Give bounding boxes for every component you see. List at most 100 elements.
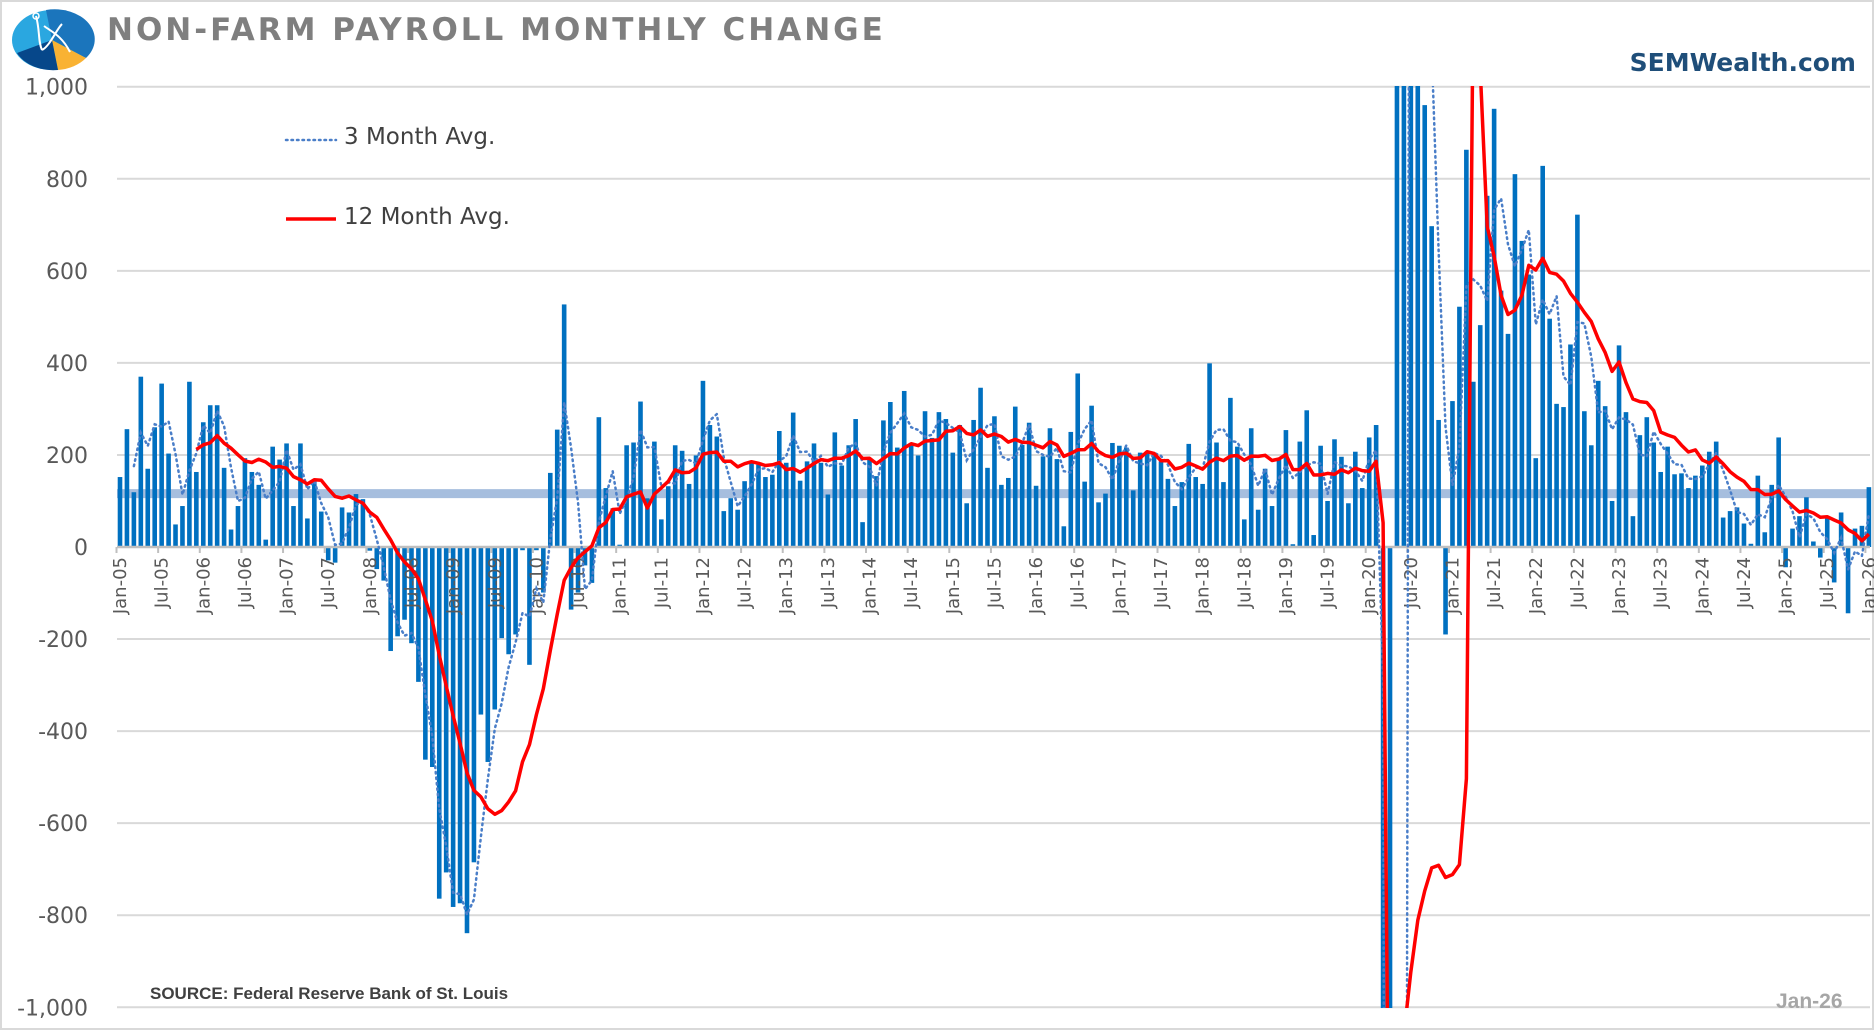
y-tick-label: 200 [46, 444, 88, 469]
bar [603, 488, 609, 547]
bar [1464, 149, 1469, 547]
bar [332, 547, 338, 563]
bar [1061, 526, 1067, 547]
bar [1200, 483, 1205, 547]
x-tick-label: Jan-11 [610, 557, 631, 615]
bar [1491, 108, 1497, 547]
bar [547, 472, 553, 547]
bar [971, 419, 976, 547]
x-tick-label: Jan-07 [277, 557, 298, 615]
bars [117, 86, 1872, 1008]
bar [846, 445, 851, 547]
bar [1526, 274, 1532, 547]
x-tick-label: Jul-19 [1318, 557, 1339, 609]
bar [1609, 500, 1615, 547]
bar [700, 380, 706, 547]
bar [957, 425, 963, 547]
bar [1616, 345, 1622, 547]
bar [1804, 497, 1809, 547]
bar [839, 465, 845, 547]
bar [1144, 452, 1150, 547]
bar [901, 390, 907, 547]
bar [1075, 373, 1081, 547]
bar [1450, 401, 1455, 547]
y-tick-label: 600 [46, 260, 88, 285]
bar [645, 498, 650, 547]
bar [471, 547, 477, 863]
y-tick-label: -600 [38, 812, 88, 837]
y-tick-label: -1,000 [17, 996, 88, 1021]
bar [464, 547, 470, 934]
x-tick-label: Jan-18 [1193, 557, 1214, 615]
x-tick-label: Jul-22 [1567, 557, 1588, 609]
bar [770, 474, 775, 547]
y-tick-label: 800 [46, 168, 88, 193]
bar [1096, 502, 1101, 547]
bar [1498, 290, 1504, 547]
bar [124, 429, 130, 547]
x-tick-label: Jan-14 [860, 557, 881, 615]
x-tick-label: Jan-20 [1359, 557, 1380, 615]
bar [811, 443, 817, 547]
bar [388, 547, 393, 652]
chart-title: NON-FARM PAYROLL MONTHLY CHANGE [107, 12, 886, 48]
bar [1561, 407, 1566, 547]
bar [707, 425, 713, 547]
bar [1325, 500, 1330, 547]
bar [520, 547, 525, 551]
bar [693, 455, 699, 547]
y-tick-label: 1,000 [25, 76, 88, 101]
bar [1006, 477, 1011, 547]
bar [1117, 445, 1122, 547]
y-axis-labels: -1,000 -800 -600 -400 -200 0 200 400 600 800 1,000 [17, 76, 88, 1022]
bar [541, 547, 546, 593]
bar [318, 511, 324, 547]
bar [1290, 544, 1296, 547]
bar [527, 547, 532, 665]
bar [790, 412, 796, 547]
bar [312, 479, 317, 547]
bar [1693, 475, 1698, 547]
bar [1353, 451, 1358, 547]
x-tick-label: Jul-05 [152, 557, 173, 609]
bar [1602, 406, 1608, 547]
bar [513, 547, 518, 635]
bar [1658, 471, 1663, 547]
bar [742, 481, 747, 547]
bar [1797, 516, 1802, 547]
twelve-month-avg-line [195, 86, 1871, 1008]
bar [929, 437, 935, 547]
bar [1713, 441, 1719, 547]
bar [339, 507, 345, 547]
bar [298, 443, 303, 547]
x-tick-label: Jul-07 [318, 557, 339, 609]
bar [922, 411, 928, 547]
bar [1637, 435, 1643, 547]
bar [1110, 442, 1115, 547]
bar [325, 547, 331, 561]
x-tick-label: Jan-24 [1692, 557, 1713, 615]
bar [152, 427, 157, 547]
x-tick-label: Jul-15 [984, 557, 1005, 609]
bar [1214, 442, 1219, 547]
x-tick-label: Jul-20 [1401, 557, 1422, 609]
y-tick-label: 400 [46, 352, 88, 377]
bar [1651, 442, 1657, 547]
bar [1304, 410, 1310, 547]
bar [936, 412, 942, 547]
bar [374, 547, 380, 570]
bar [1686, 488, 1691, 547]
source-note: SOURCE: Federal Reserve Bank of St. Loui… [150, 984, 509, 1003]
bar [1457, 306, 1462, 547]
bar [395, 547, 400, 637]
bar [1672, 474, 1677, 547]
brand-link[interactable]: SEMWealth.com [1629, 48, 1856, 77]
bar [1165, 478, 1171, 547]
bar [1769, 484, 1775, 547]
bar [1575, 214, 1580, 548]
bar [1477, 325, 1483, 547]
bar [1734, 507, 1740, 547]
bar [1429, 226, 1434, 547]
bar [1519, 240, 1525, 547]
